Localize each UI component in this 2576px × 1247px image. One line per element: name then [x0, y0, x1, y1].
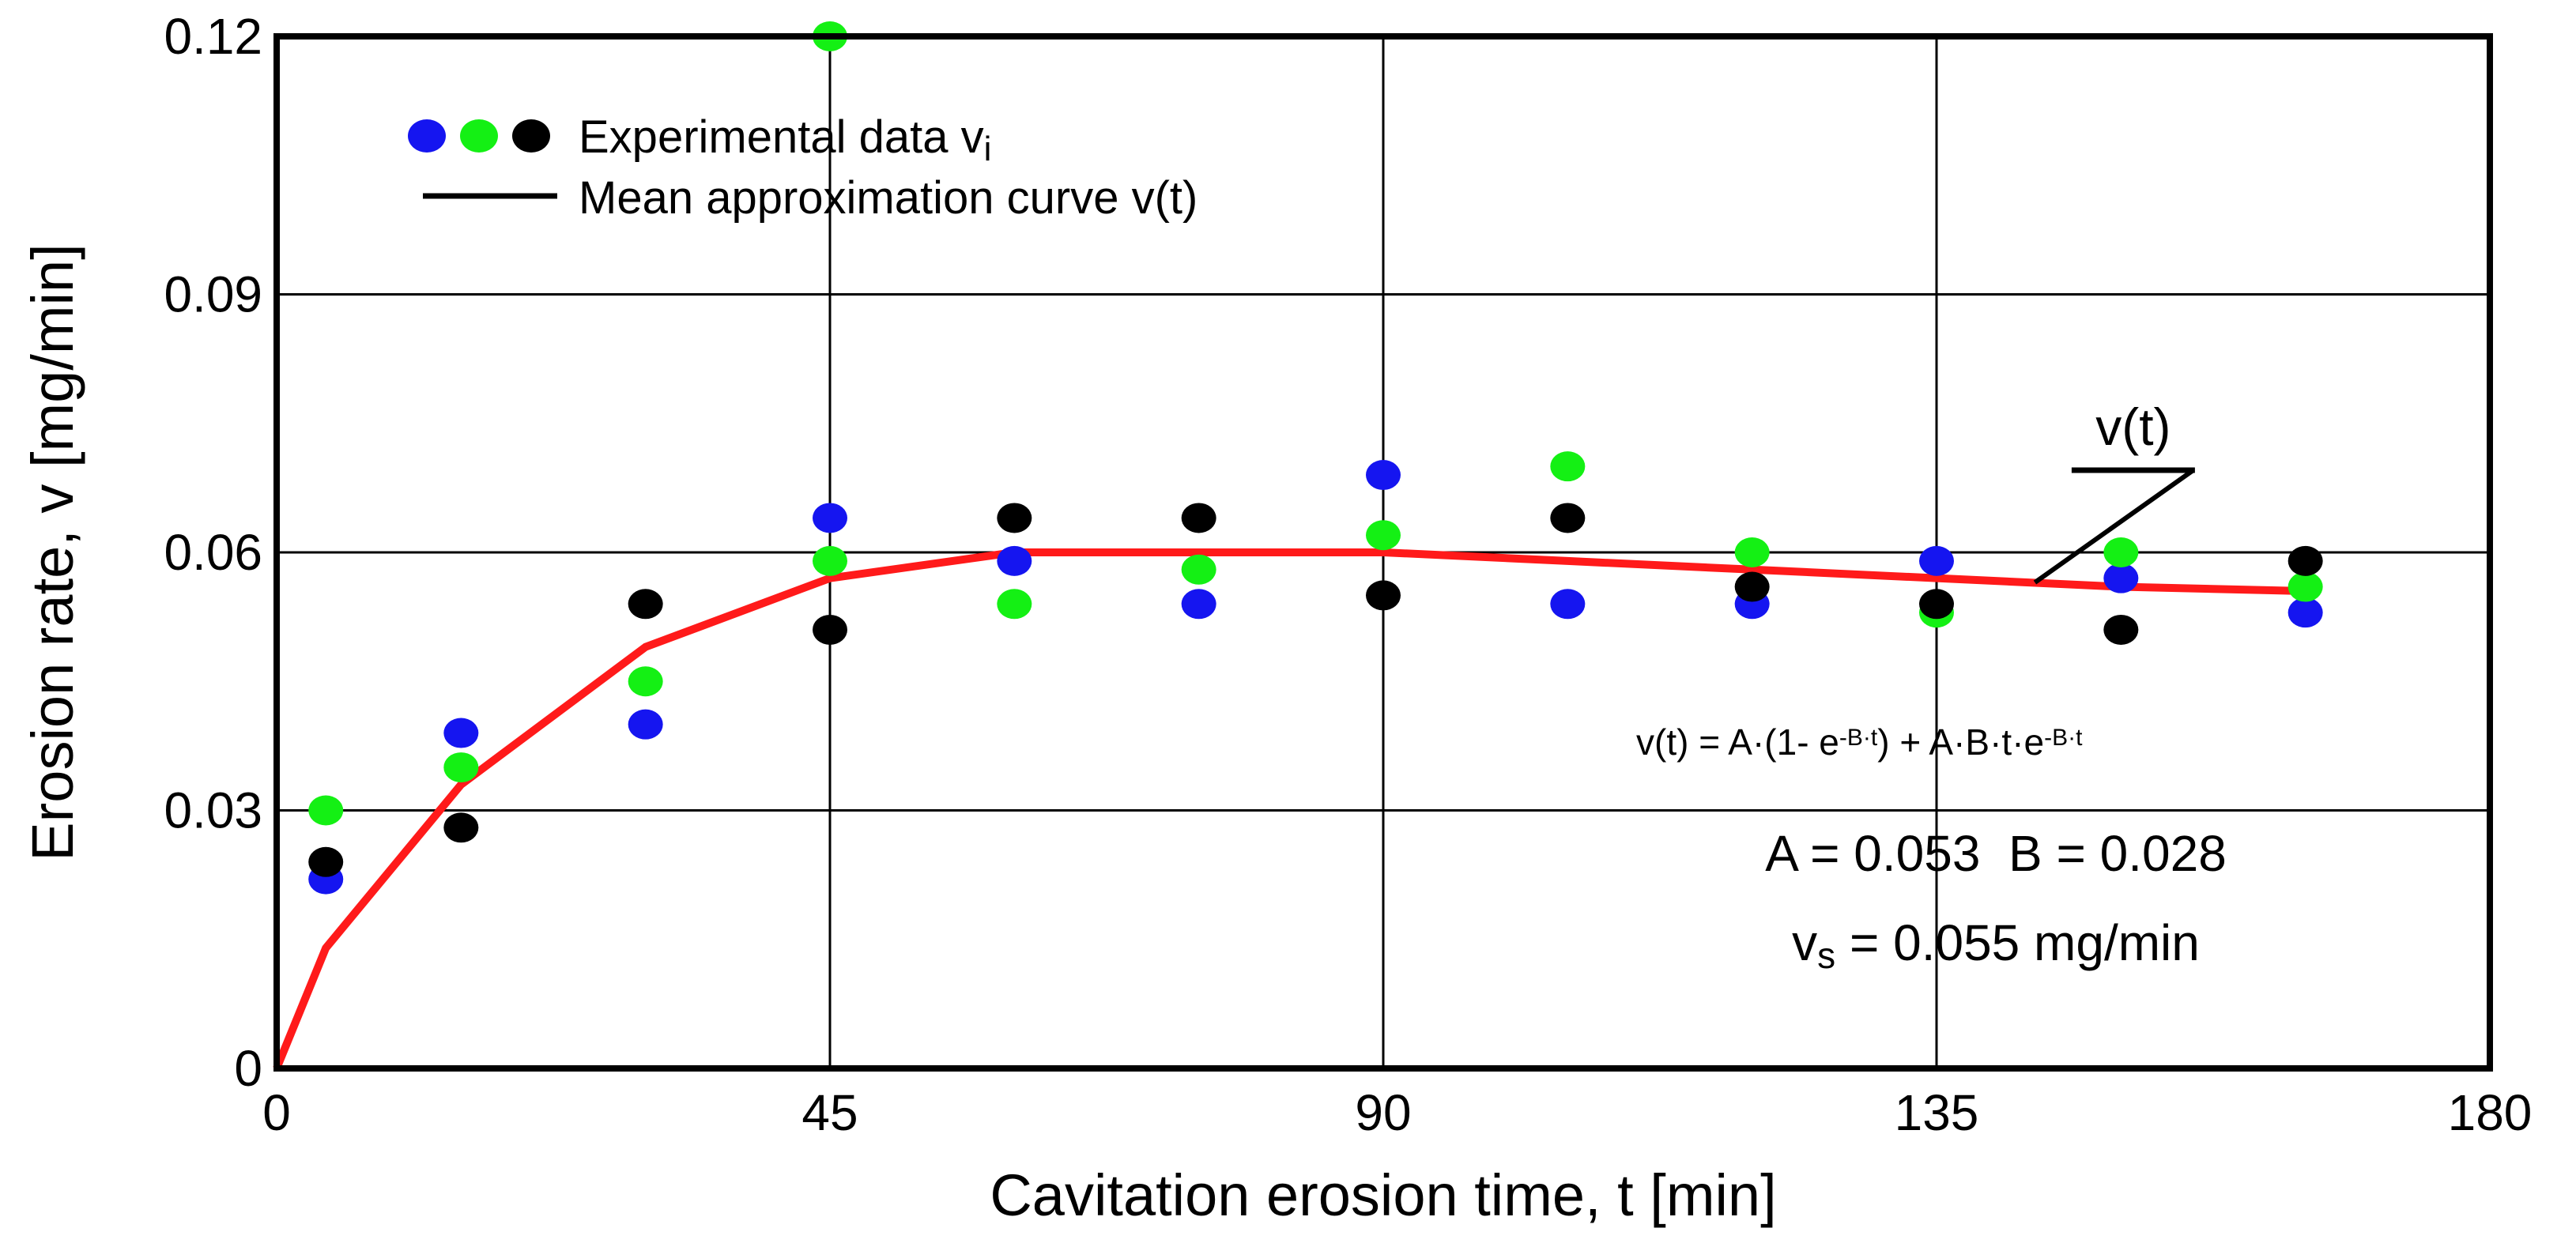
data-point	[2287, 545, 2323, 576]
data-point	[2287, 597, 2323, 628]
curve-label: v(t)	[2095, 397, 2171, 456]
y-axis-title: Erosion rate, v [mg/min]	[20, 243, 85, 861]
data-point	[308, 795, 344, 826]
annotations: v(t) v(t) = A·(1- e-B·t) + A·B·t·e-B·t A…	[1636, 397, 2227, 976]
data-point	[1734, 571, 1770, 602]
x-tick-label: 135	[1895, 1084, 1979, 1141]
data-point	[1919, 545, 1954, 576]
data-point	[443, 752, 479, 783]
x-tick-label: 90	[1355, 1084, 1411, 1141]
data-point	[813, 503, 847, 533]
steady-state-rate: vs = 0.055 mg/min	[1792, 914, 2200, 976]
approximation-curve-layer	[273, 548, 2306, 1070]
legend: Experimental data vi Mean approximation …	[408, 111, 1197, 224]
data-point	[2103, 537, 2139, 567]
plot-frame	[273, 33, 2493, 1072]
data-point	[1181, 554, 1216, 585]
data-point	[1734, 537, 1770, 567]
data-point	[997, 545, 1032, 576]
data-point	[443, 812, 479, 843]
data-point	[1919, 589, 1954, 620]
legend-curve-label: Mean approximation curve v(t)	[579, 172, 1197, 224]
data-point	[308, 846, 344, 877]
data-point	[628, 666, 663, 697]
data-point	[1366, 460, 1401, 491]
data-point	[1366, 520, 1401, 551]
data-point	[1366, 580, 1401, 611]
data-point	[628, 709, 663, 740]
approximation-curve	[273, 548, 2306, 1070]
data-point	[813, 614, 847, 645]
model-equation: v(t) = A·(1- e-B·t) + A·B·t·e-B·t	[1636, 721, 2083, 763]
data-point	[1181, 503, 1216, 533]
data-point	[1550, 589, 1586, 620]
data-point	[813, 545, 847, 576]
y-tick-label: 0.12	[164, 8, 262, 65]
y-tick-label: 0.06	[164, 524, 262, 581]
x-tick-label: 45	[801, 1084, 858, 1141]
model-parameters: A = 0.053 B = 0.028	[1765, 825, 2227, 882]
data-point	[628, 589, 663, 620]
x-axis-title: Cavitation erosion time, t [min]	[990, 1162, 1776, 1228]
data-point	[1550, 451, 1586, 482]
data-point	[2103, 563, 2139, 593]
data-point	[997, 503, 1032, 533]
y-tick-label: 0.09	[164, 266, 262, 323]
tick-labels: 0 45 90 135 180 0 0.03 0.06 0.09 0.12	[164, 8, 2532, 1141]
data-points-layer	[308, 21, 2323, 895]
legend-point-swatch	[408, 119, 446, 153]
x-tick-label: 0	[262, 1084, 291, 1141]
data-point	[1550, 503, 1586, 533]
legend-point-swatch	[512, 119, 550, 153]
data-point	[443, 718, 479, 748]
y-tick-label: 0	[234, 1040, 262, 1097]
data-point	[2287, 571, 2323, 602]
curve-label-pointer	[2033, 468, 2195, 585]
data-point	[997, 589, 1032, 620]
data-point	[1181, 589, 1216, 620]
legend-points-label: Experimental data vi	[579, 111, 991, 168]
y-tick-label: 0.03	[164, 782, 262, 839]
x-tick-label: 180	[2448, 1084, 2533, 1141]
legend-point-swatch	[460, 119, 498, 153]
data-point	[2103, 614, 2139, 645]
